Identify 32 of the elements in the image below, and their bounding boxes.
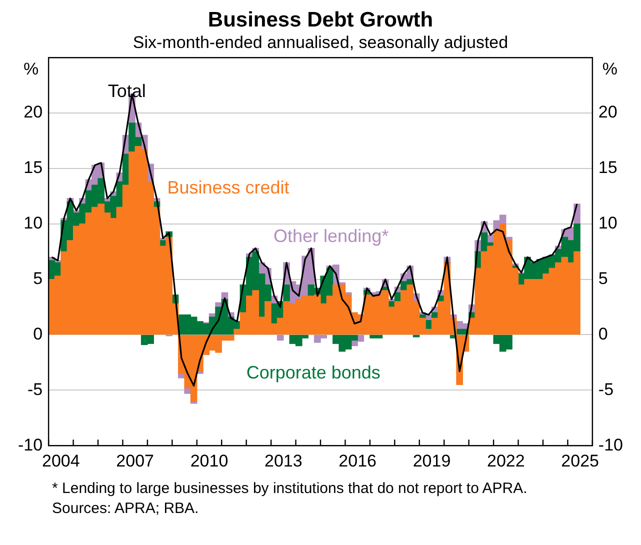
y-tick-label: -10 [18,435,43,454]
y-tick-label: 20 [24,102,43,122]
series-label: Business credit [167,177,290,198]
y2-tick-label: 15 [598,158,618,178]
x-tick-label: 2019 [412,451,451,470]
y-tick-label: 5 [33,269,43,288]
series-label: Other lending* [274,226,389,246]
y-tick-label: 10 [24,214,43,233]
y2-tick-label: 0 [598,324,608,344]
y-tick-label: 15 [24,158,43,178]
y2-axis-title: % [602,59,618,78]
y2-tick-label: 5 [598,269,608,288]
x-tick-label: 2013 [264,451,302,470]
text: * Lending to large businesses by institutions that do not report to APRA. [52,480,528,498]
x-tick-label: 2016 [338,451,376,470]
y2-tick-label: 20 [598,102,618,122]
x-tick-label: 2025 [561,451,599,470]
y-tick-label: 0 [33,324,43,344]
x-tick-label: 2010 [190,451,228,470]
x-tick-label: 2022 [486,451,525,470]
y-axis-title: % [23,59,39,78]
y2-tick-label: -5 [598,380,614,399]
chart-title: Business Debt Growth [208,8,434,32]
x-tick-label: 2004 [42,451,80,470]
series-label: Total [108,80,146,101]
y-tick-label: -5 [27,380,43,399]
y2-tick-label: 10 [598,214,618,233]
source-note: Sources: APRA; RBA. [52,500,200,518]
chart-subtitle: Six-month-ended annualised, seasonally adjusted [132,33,508,52]
series-label: Corporate bonds [246,362,380,383]
y2-tick-label: -10 [598,435,624,454]
x-tick-label: 2007 [116,451,154,470]
